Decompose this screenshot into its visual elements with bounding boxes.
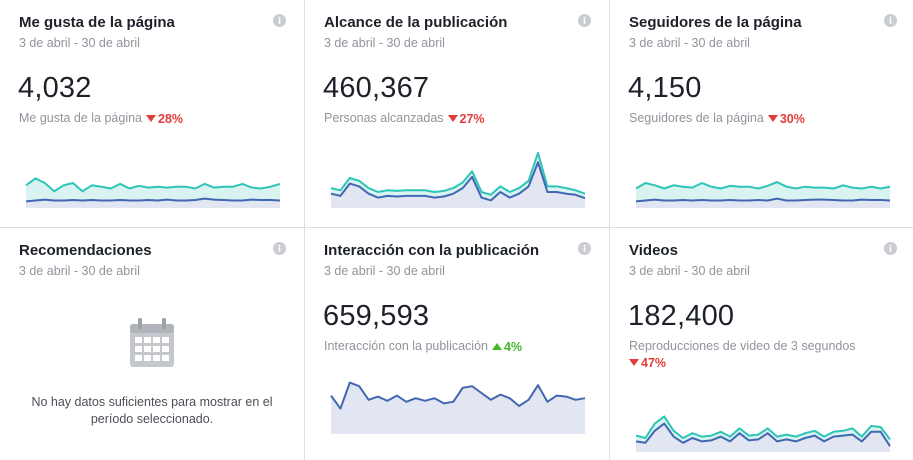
- metric-caption: Seguidores de la página 30%: [629, 110, 805, 127]
- triangle-down-icon: [447, 115, 458, 122]
- teal-series-line: [635, 415, 891, 441]
- likes-sparkline[interactable]: [24, 158, 282, 208]
- metric-label: Reproducciones de video de 3 segundos: [629, 339, 856, 353]
- teal-series-line: [330, 151, 586, 196]
- engagement-sparkline[interactable]: [329, 378, 587, 434]
- card-title: Seguidores de la página: [629, 14, 802, 31]
- triangle-down-icon: [767, 115, 778, 122]
- metric-value: 182,400: [628, 300, 735, 332]
- info-icon[interactable]: [884, 14, 897, 27]
- metric-value: 4,150: [628, 72, 702, 104]
- card-page-followers[interactable]: Seguidores de la página 3 de abril - 30 …: [610, 0, 913, 227]
- info-icon[interactable]: [273, 242, 286, 255]
- card-videos[interactable]: Videos 3 de abril - 30 de abril 182,400 …: [610, 228, 913, 460]
- card-title: Alcance de la publicación: [324, 14, 508, 31]
- info-icon[interactable]: [884, 242, 897, 255]
- card-title: Interacción con la publicación: [324, 242, 540, 259]
- change-value: 27%: [459, 111, 485, 126]
- metric-label: Interacción con la publicación: [324, 339, 488, 353]
- change-value: 4%: [504, 339, 523, 354]
- date-range: 3 de abril - 30 de abril: [324, 36, 445, 50]
- date-range: 3 de abril - 30 de abril: [324, 264, 445, 278]
- metric-label: Seguidores de la página: [629, 111, 764, 125]
- empty-message: No hay datos suficientes para mostrar en…: [31, 395, 273, 426]
- change-badge: 27%: [447, 111, 485, 127]
- blue-series-line: [330, 381, 586, 410]
- card-post-engagement[interactable]: Interacción con la publicación 3 de abri…: [305, 228, 609, 460]
- videos-sparkline[interactable]: [634, 400, 892, 452]
- card-title: Recomendaciones: [19, 242, 152, 259]
- date-range: 3 de abril - 30 de abril: [19, 36, 140, 50]
- date-range: 3 de abril - 30 de abril: [629, 264, 750, 278]
- blue-series-line: [635, 197, 891, 203]
- change-badge: 47%: [629, 355, 666, 371]
- calendar-icon: [130, 318, 174, 367]
- date-range: 3 de abril - 30 de abril: [19, 264, 140, 278]
- change-value: 47%: [641, 355, 667, 370]
- blue-series-area: [331, 382, 585, 434]
- change-value: 28%: [158, 111, 184, 126]
- teal-series-line: [25, 177, 281, 193]
- followers-sparkline[interactable]: [634, 158, 892, 208]
- blue-series-line: [330, 161, 586, 202]
- metric-caption: Personas alcanzadas 27%: [324, 110, 485, 127]
- info-icon[interactable]: [273, 14, 286, 27]
- empty-state: No hay datos suficientes para mostrar en…: [0, 318, 304, 428]
- date-range: 3 de abril - 30 de abril: [629, 36, 750, 50]
- triangle-down-icon: [629, 359, 639, 366]
- change-badge: 30%: [767, 111, 805, 127]
- card-post-reach[interactable]: Alcance de la publicación 3 de abril - 3…: [305, 0, 609, 227]
- info-icon[interactable]: [578, 242, 591, 255]
- metric-caption: Interacción con la publicación 4%: [324, 338, 522, 355]
- change-value: 30%: [779, 111, 805, 126]
- metric-value: 460,367: [323, 72, 430, 104]
- blue-series-area: [636, 423, 890, 452]
- card-title: Videos: [629, 242, 678, 259]
- info-icon[interactable]: [578, 14, 591, 27]
- card-recommendations[interactable]: Recomendaciones 3 de abril - 30 de abril…: [0, 228, 304, 460]
- triangle-down-icon: [146, 115, 157, 122]
- metric-label: Personas alcanzadas: [324, 111, 444, 125]
- metric-value: 659,593: [323, 300, 430, 332]
- blue-series-line: [635, 422, 891, 447]
- reach-sparkline[interactable]: [329, 148, 587, 208]
- metric-caption: Me gusta de la página 28%: [19, 110, 183, 127]
- teal-series-line: [635, 181, 891, 190]
- card-title: Me gusta de la página: [19, 14, 175, 31]
- change-badge: 4%: [492, 339, 522, 355]
- blue-series-line: [25, 197, 281, 203]
- card-page-likes[interactable]: Me gusta de la página 3 de abril - 30 de…: [0, 0, 304, 227]
- metric-label: Me gusta de la página: [19, 111, 143, 125]
- triangle-up-icon: [492, 343, 502, 350]
- metric-value: 4,032: [18, 72, 92, 104]
- change-badge: 28%: [146, 111, 183, 127]
- metric-caption: Reproducciones de video de 3 segundos 47%: [629, 338, 899, 371]
